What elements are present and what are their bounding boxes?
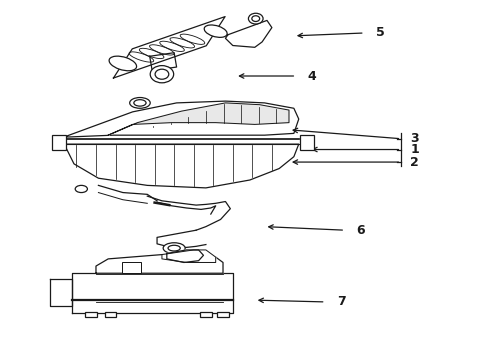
Polygon shape <box>72 273 233 313</box>
Ellipse shape <box>204 25 227 37</box>
Ellipse shape <box>109 56 137 71</box>
Polygon shape <box>96 253 223 273</box>
Polygon shape <box>167 250 203 262</box>
Ellipse shape <box>134 100 146 106</box>
Text: 1: 1 <box>410 143 419 156</box>
FancyBboxPatch shape <box>85 312 97 318</box>
Polygon shape <box>108 103 289 135</box>
Text: 7: 7 <box>337 296 345 309</box>
Ellipse shape <box>163 243 185 253</box>
Text: 4: 4 <box>308 69 316 82</box>
FancyBboxPatch shape <box>52 135 66 149</box>
Polygon shape <box>64 144 299 188</box>
FancyBboxPatch shape <box>300 135 314 149</box>
Ellipse shape <box>150 66 173 83</box>
Ellipse shape <box>168 245 180 251</box>
Ellipse shape <box>75 185 87 193</box>
Ellipse shape <box>248 13 263 24</box>
Text: 5: 5 <box>376 27 385 40</box>
Polygon shape <box>162 250 216 262</box>
Ellipse shape <box>130 98 150 108</box>
Polygon shape <box>157 230 206 247</box>
Polygon shape <box>113 17 225 78</box>
Ellipse shape <box>252 16 260 22</box>
FancyBboxPatch shape <box>200 312 212 318</box>
Polygon shape <box>225 21 272 47</box>
FancyBboxPatch shape <box>105 312 117 318</box>
FancyBboxPatch shape <box>122 262 142 273</box>
Text: 6: 6 <box>356 224 365 237</box>
FancyBboxPatch shape <box>217 312 229 318</box>
Text: 2: 2 <box>410 156 419 168</box>
Text: 3: 3 <box>410 132 419 145</box>
Polygon shape <box>150 53 176 71</box>
Polygon shape <box>64 101 299 137</box>
Ellipse shape <box>155 69 169 79</box>
